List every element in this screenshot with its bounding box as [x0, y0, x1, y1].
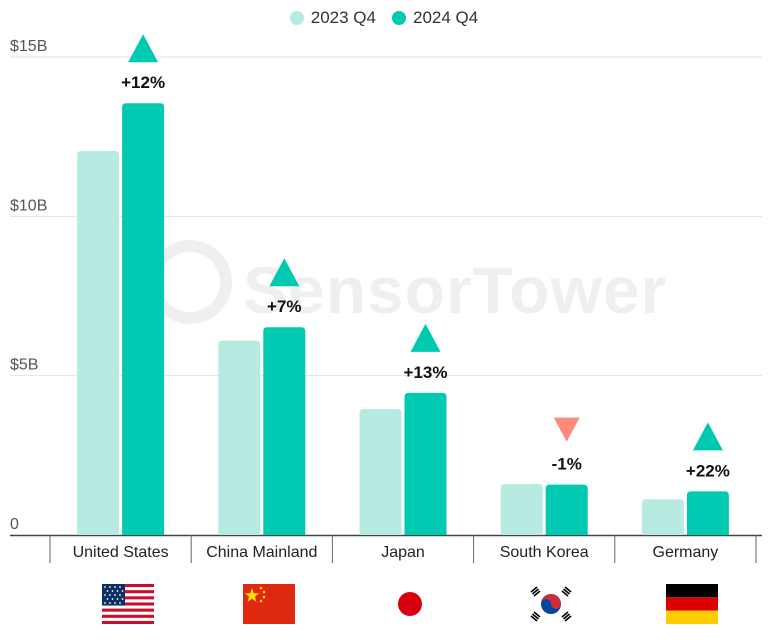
- china-flag-icon: [243, 584, 295, 624]
- us-flag-icon: [102, 584, 154, 624]
- up-arrow-icon-0: [128, 34, 159, 63]
- legend-label-2023: 2023 Q4: [310, 8, 376, 27]
- category-label-2: Japan: [381, 544, 425, 561]
- bar-2023-3: [500, 484, 543, 535]
- legend-swatch-2023: [289, 11, 304, 25]
- bar-2024-4: [686, 491, 729, 535]
- up-arrow-icon-1: [269, 258, 300, 287]
- category-label-1: China Mainland: [206, 544, 317, 561]
- bar-2024-3: [545, 484, 588, 535]
- category-label-3: South Korea: [500, 544, 589, 561]
- up-arrow-icon-2: [410, 323, 441, 352]
- bar-2023-2: [359, 409, 402, 535]
- japan-flag-icon: [384, 584, 436, 624]
- legend-item-2024: 2024 Q4: [392, 8, 478, 28]
- change-label-4: +22%: [686, 461, 730, 480]
- y-tick-label-0: 0: [10, 516, 19, 533]
- change-label-0: +12%: [121, 73, 165, 92]
- legend-swatch-2024: [392, 11, 406, 25]
- y-tick-label-3: $15B: [10, 38, 47, 55]
- change-label-1: +7%: [267, 297, 302, 316]
- category-label-4: Germany: [653, 544, 719, 561]
- south-korea-flag-icon: [525, 584, 577, 624]
- bar-2024-1: [263, 327, 306, 535]
- germany-flag-icon: [666, 584, 718, 624]
- legend-label-2024: 2024 Q4: [413, 8, 479, 27]
- legend-item-2023: 2023 Q4: [289, 8, 376, 28]
- bar-2024-0: [122, 103, 165, 535]
- up-arrow-icon-4: [692, 422, 723, 451]
- bar-2023-1: [218, 340, 261, 535]
- down-arrow-icon-3: [553, 417, 580, 442]
- bar-2023-0: [77, 151, 120, 536]
- legend: 2023 Q4 2024 Q4: [0, 8, 768, 28]
- bar-2024-2: [404, 392, 447, 535]
- change-label-3: -1%: [552, 455, 582, 474]
- category-label-0: United States: [73, 544, 169, 561]
- change-label-2: +13%: [404, 363, 448, 382]
- y-tick-label-1: $5B: [10, 357, 38, 374]
- y-tick-label-2: $10B: [10, 197, 47, 214]
- bar-2023-4: [641, 499, 684, 535]
